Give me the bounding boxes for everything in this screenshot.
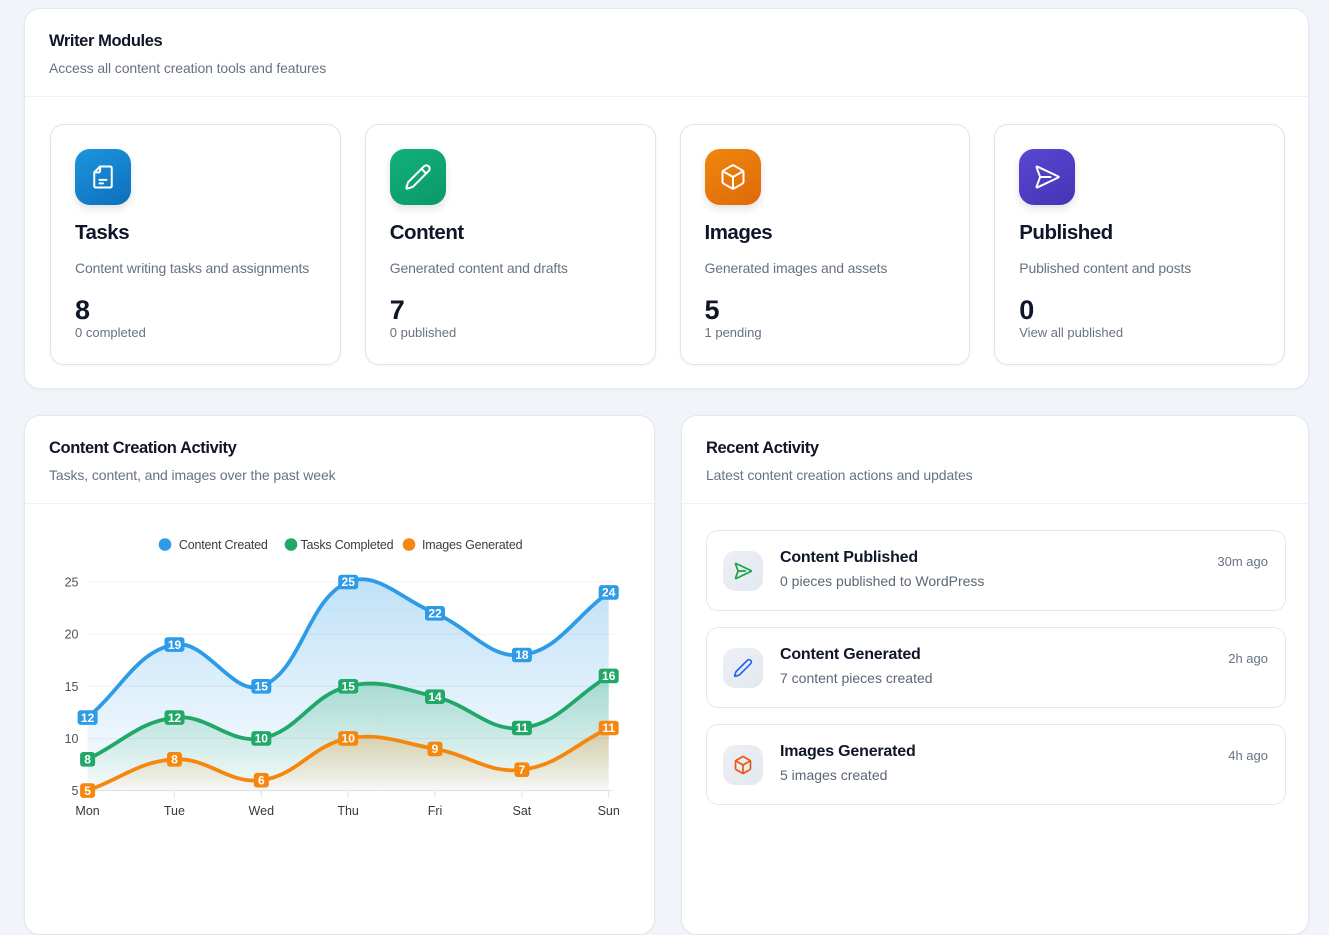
svg-text:5: 5 [72,784,79,798]
svg-text:9: 9 [432,742,439,756]
svg-text:Content Created: Content Created [179,538,268,552]
svg-text:15: 15 [65,680,79,694]
svg-text:14: 14 [428,690,442,704]
svg-text:8: 8 [84,753,91,767]
svg-text:Tue: Tue [164,804,185,818]
svg-text:Mon: Mon [75,804,99,818]
svg-text:11: 11 [516,721,529,735]
svg-text:24: 24 [602,586,616,600]
svg-text:19: 19 [168,638,182,652]
svg-text:10: 10 [255,732,269,746]
svg-text:7: 7 [519,763,526,777]
svg-text:16: 16 [602,669,616,683]
svg-text:18: 18 [515,648,529,662]
svg-text:Sat: Sat [513,804,532,818]
svg-text:6: 6 [258,773,265,787]
svg-text:22: 22 [428,607,442,621]
svg-text:20: 20 [65,628,79,642]
svg-text:25: 25 [342,575,356,589]
svg-text:Thu: Thu [337,804,359,818]
svg-text:10: 10 [342,732,356,746]
svg-text:15: 15 [255,680,269,694]
svg-text:Sun: Sun [598,804,620,818]
svg-text:15: 15 [342,680,356,694]
svg-text:Tasks Completed: Tasks Completed [301,538,394,552]
svg-text:5: 5 [84,784,91,798]
svg-text:25: 25 [65,576,79,590]
svg-text:Images Generated: Images Generated [422,538,523,552]
svg-text:10: 10 [65,732,79,746]
svg-text:12: 12 [81,711,95,725]
svg-text:11: 11 [602,721,615,735]
svg-text:12: 12 [168,711,182,725]
svg-text:Wed: Wed [249,804,275,818]
svg-text:Fri: Fri [428,804,443,818]
svg-text:8: 8 [171,753,178,767]
